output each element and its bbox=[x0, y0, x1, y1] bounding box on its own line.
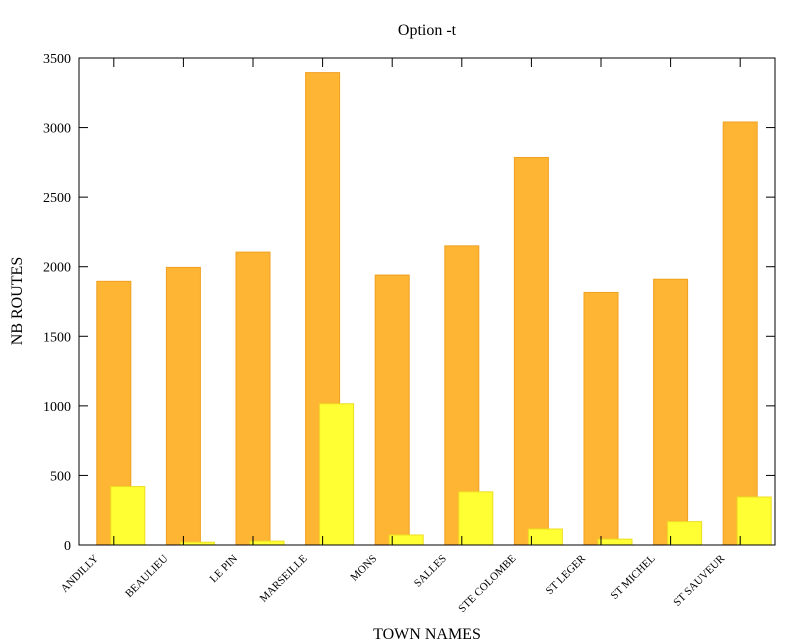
chart-title: Option -t bbox=[398, 22, 457, 39]
x-tick-label: SALLES bbox=[412, 553, 449, 590]
bar-primary bbox=[374, 274, 410, 546]
y-tick-label: 0 bbox=[64, 539, 71, 554]
bar-secondary bbox=[736, 496, 772, 546]
x-tick-label: BEAULIEU bbox=[123, 553, 170, 600]
y-tick-label: 3000 bbox=[43, 122, 71, 137]
bar-secondary bbox=[597, 538, 633, 546]
bar-secondary bbox=[527, 528, 563, 546]
y-tick-label: 3500 bbox=[43, 52, 71, 67]
bar-secondary bbox=[458, 491, 494, 546]
x-tick-label: ST MICHEL bbox=[609, 552, 658, 601]
bar-primary bbox=[722, 121, 758, 546]
bar-primary bbox=[583, 291, 619, 546]
y-tick-label: 500 bbox=[50, 469, 71, 484]
x-tick-label: LE PIN bbox=[208, 553, 241, 586]
x-axis-label: TOWN NAMES bbox=[373, 626, 481, 640]
y-tick-label: 1500 bbox=[43, 330, 71, 345]
x-tick-label: STE COLOMBE bbox=[456, 552, 518, 614]
plot-frame bbox=[78, 57, 776, 546]
bar-secondary bbox=[388, 534, 424, 546]
bar-secondary bbox=[667, 521, 703, 546]
x-tick-label: ST SAUVEUR bbox=[671, 552, 728, 609]
x-tick-label: ANDILLY bbox=[59, 553, 101, 595]
bars-layer bbox=[96, 72, 772, 546]
bar-primary bbox=[653, 278, 689, 546]
x-tick-label: MARSEILLE bbox=[258, 552, 310, 604]
x-tick-label: ST LEGER bbox=[544, 552, 589, 597]
bar-secondary bbox=[110, 486, 146, 546]
x-tick-label: MONS bbox=[348, 553, 379, 584]
bar-primary bbox=[513, 156, 549, 546]
y-tick-label: 2500 bbox=[43, 191, 71, 206]
bar-secondary bbox=[319, 403, 355, 546]
bar-primary bbox=[235, 251, 271, 546]
y-tick-label: 1000 bbox=[43, 400, 71, 415]
y-axis-label: NB ROUTES bbox=[9, 257, 26, 345]
y-tick-label: 2000 bbox=[43, 261, 71, 276]
bar-secondary bbox=[249, 540, 285, 546]
bar-primary bbox=[165, 266, 201, 546]
